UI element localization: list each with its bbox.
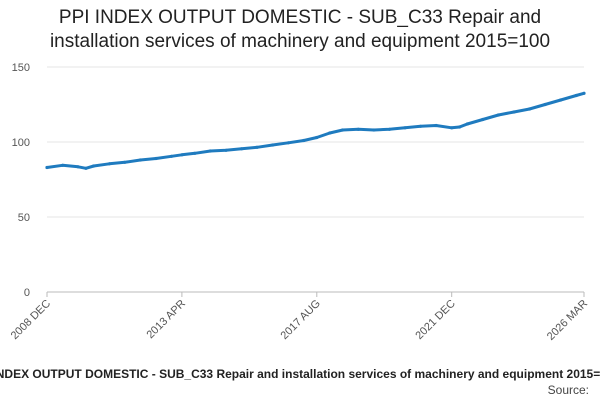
y-tick-label-3: 150 [12,62,30,74]
data-point-0-7[interactable] [138,158,142,162]
data-point-0-5[interactable] [107,162,111,166]
x-tick-label-2: 2017 AUG [279,298,323,342]
data-point-0-1[interactable] [61,163,65,167]
data-point-0-31[interactable] [481,117,485,122]
data-point-0-27[interactable] [434,123,438,128]
data-point-0-28[interactable] [450,126,454,130]
data-point-0-11[interactable] [193,151,197,155]
data-point-0-29[interactable] [457,125,462,129]
y-tick-label-0: 0 [24,287,30,299]
data-point-0-19[interactable] [315,135,319,140]
data-point-0-21[interactable] [341,128,345,132]
data-point-0-16[interactable] [271,143,275,147]
data-point-0-35[interactable] [543,102,547,107]
data-point-0-30[interactable] [465,122,469,126]
chart-title-line-2: installation services of machinery and e… [49,31,551,52]
data-point-0-32[interactable] [496,113,500,117]
data-point-0-25[interactable] [403,126,407,130]
data-point-0-20[interactable] [328,131,332,135]
data-point-0-3[interactable] [84,166,88,170]
x-tick-label-4: 2026 MAR [545,298,590,343]
y-tick-label-1: 50 [18,212,30,224]
data-point-0-22[interactable] [356,127,360,131]
data-point-0-36[interactable] [559,98,563,102]
legend-entry[interactable]: PPI INDEX OUTPUT DOMESTIC - SUB_C33 Repa… [0,367,600,381]
data-point-0-33[interactable] [512,110,516,114]
y-tick-label-2: 100 [12,137,30,149]
series-line-0[interactable] [45,91,586,170]
data-point-0-14[interactable] [240,147,244,151]
x-tick-label-0: 2008 DEC [9,298,53,342]
chart-title-line-1: PPI INDEX OUTPUT DOMESTIC - SUB_C33 Repa… [58,7,542,28]
data-point-0-26[interactable] [419,124,423,128]
data-point-0-2[interactable] [76,165,80,169]
x-axis-ticks: 2008 DEC 2013 APR 2017 AUG 2021 DEC 2026 MAR [9,292,590,343]
x-tick-label-1: 2013 APR [144,298,188,342]
series-layer [45,91,586,170]
data-point-0-4[interactable] [92,164,96,168]
x-tick-label-3: 2021 DEC [413,298,457,342]
data-point-0-15[interactable] [255,145,259,149]
data-point-0-37[interactable] [574,93,578,98]
data-point-0-10[interactable] [180,153,184,157]
chart-title: PPI INDEX OUTPUT DOMESTIC - SUB_C33 Repa… [0,6,600,54]
data-point-0-23[interactable] [372,128,376,132]
data-point-0-6[interactable] [123,160,127,164]
data-point-0-9[interactable] [169,154,174,158]
data-point-0-13[interactable] [224,148,228,152]
y-axis-ticks: 0 50 100 150 [12,62,30,299]
data-point-0-17[interactable] [286,141,290,145]
source-label: Source: [548,383,589,397]
data-point-0-0[interactable] [45,165,49,170]
grid-lines [47,66,584,218]
data-point-0-12[interactable] [208,149,212,153]
data-point-0-24[interactable] [387,127,391,131]
data-point-0-38[interactable] [582,91,586,95]
data-point-0-8[interactable] [154,156,158,161]
data-point-0-18[interactable] [302,138,306,143]
data-point-0-34[interactable] [527,107,532,111]
